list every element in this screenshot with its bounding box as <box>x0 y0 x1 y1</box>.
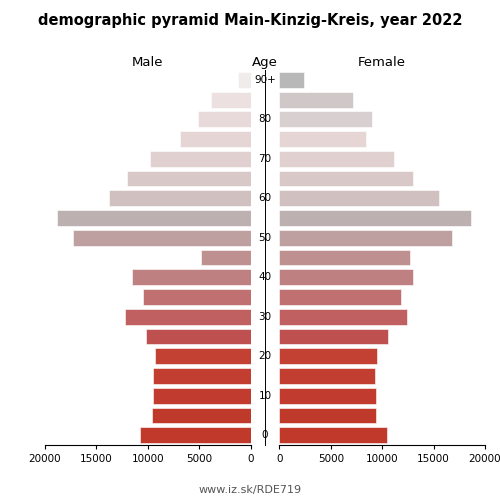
Bar <box>198 112 250 127</box>
Bar <box>280 92 353 108</box>
Bar <box>280 112 372 127</box>
Text: 30: 30 <box>258 312 272 322</box>
Bar <box>280 170 413 186</box>
Bar <box>280 427 388 443</box>
Bar <box>280 210 470 226</box>
Bar <box>73 230 250 246</box>
Bar <box>125 309 250 324</box>
Bar <box>202 250 250 266</box>
Text: 20: 20 <box>258 351 272 361</box>
Bar <box>280 408 376 424</box>
Text: 90+: 90+ <box>254 75 276 85</box>
Bar <box>152 408 250 424</box>
Title: Female: Female <box>358 56 406 69</box>
Bar <box>180 131 250 147</box>
Text: 60: 60 <box>258 194 272 203</box>
Text: 10: 10 <box>258 390 272 400</box>
Title: Age: Age <box>252 56 278 69</box>
Bar <box>280 388 376 404</box>
Text: 0: 0 <box>262 430 268 440</box>
Bar <box>280 250 410 266</box>
Bar <box>132 270 250 285</box>
Bar <box>280 131 366 147</box>
Bar <box>210 92 250 108</box>
Bar <box>153 388 250 404</box>
Text: www.iz.sk/RDE719: www.iz.sk/RDE719 <box>198 484 302 494</box>
Bar <box>238 72 250 88</box>
Text: 50: 50 <box>258 233 272 243</box>
Bar <box>280 270 413 285</box>
Bar <box>280 190 438 206</box>
Bar <box>280 368 375 384</box>
Bar <box>280 289 400 305</box>
Bar <box>280 151 394 166</box>
Bar <box>280 328 388 344</box>
Text: 70: 70 <box>258 154 272 164</box>
Bar <box>280 72 304 88</box>
Bar <box>153 368 250 384</box>
Bar <box>127 170 250 186</box>
Bar <box>280 309 407 324</box>
Bar <box>58 210 250 226</box>
Bar <box>146 328 250 344</box>
Title: Male: Male <box>132 56 164 69</box>
Bar <box>140 427 250 443</box>
Text: demographic pyramid Main-Kinzig-Kreis, year 2022: demographic pyramid Main-Kinzig-Kreis, y… <box>38 12 462 28</box>
Text: 40: 40 <box>258 272 272 282</box>
Bar <box>280 348 377 364</box>
Text: 80: 80 <box>258 114 272 124</box>
Bar <box>108 190 251 206</box>
Bar <box>155 348 250 364</box>
Bar <box>150 151 250 166</box>
Bar <box>142 289 250 305</box>
Bar <box>280 230 452 246</box>
